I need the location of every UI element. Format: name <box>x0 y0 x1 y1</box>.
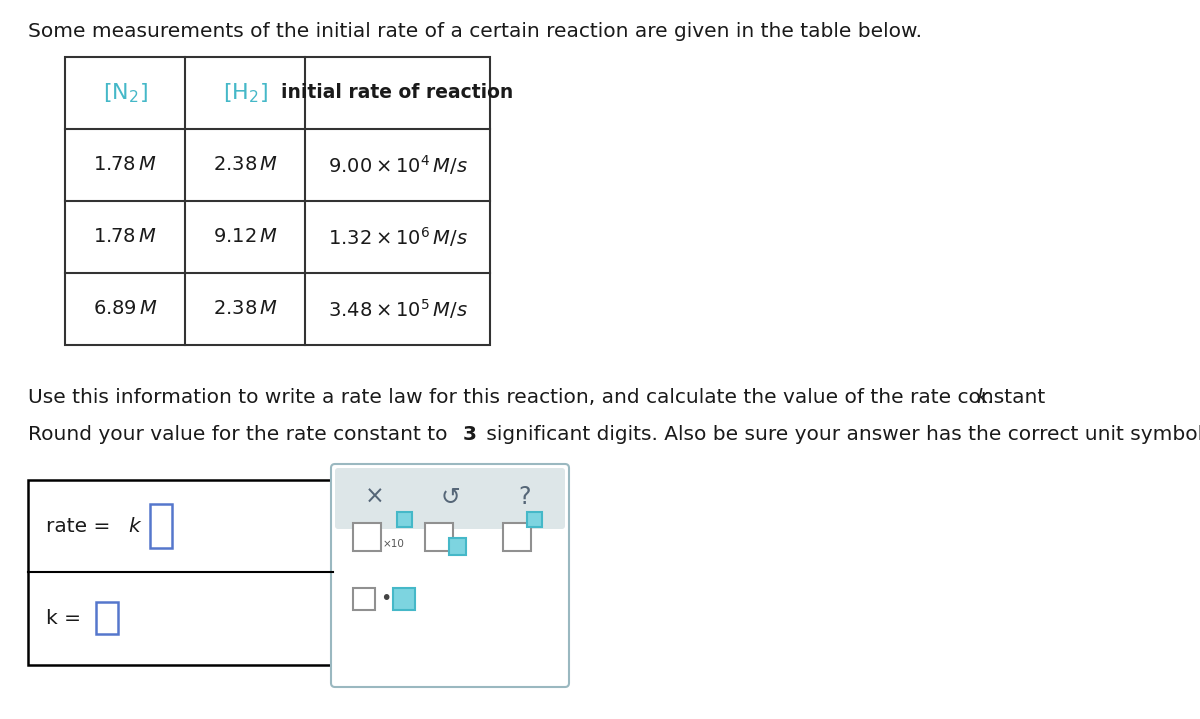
Text: rate =: rate = <box>46 516 116 536</box>
Text: $1.32\times10^{6}\,\mathit{M/s}$: $1.32\times10^{6}\,\mathit{M/s}$ <box>328 225 468 249</box>
Text: $\mathit{1.78\,M}$: $\mathit{1.78\,M}$ <box>94 155 157 175</box>
Bar <box>353 588 374 610</box>
Text: $\mathit{6.89\,M}$: $\mathit{6.89\,M}$ <box>92 300 157 319</box>
Bar <box>353 523 382 551</box>
Text: $k$: $k$ <box>128 516 143 536</box>
Bar <box>449 538 466 555</box>
Text: $\mathit{1.78\,M}$: $\mathit{1.78\,M}$ <box>94 227 157 247</box>
Bar <box>397 512 412 527</box>
Text: $k$.: $k$. <box>976 388 994 407</box>
Text: ↺: ↺ <box>440 485 460 509</box>
Bar <box>425 523 454 551</box>
Bar <box>28 480 334 665</box>
FancyBboxPatch shape <box>331 464 569 687</box>
FancyBboxPatch shape <box>335 468 565 529</box>
Text: $\mathit{2.38\,M}$: $\mathit{2.38\,M}$ <box>212 155 277 175</box>
Text: ?: ? <box>518 485 532 509</box>
Bar <box>150 504 172 548</box>
Text: ×: × <box>365 485 385 509</box>
Text: •: • <box>380 590 391 608</box>
Text: Use this information to write a rate law for this reaction, and calculate the va: Use this information to write a rate law… <box>28 388 1051 407</box>
Text: $9.00\times10^{4}\,\mathit{M/s}$: $9.00\times10^{4}\,\mathit{M/s}$ <box>328 153 468 177</box>
Bar <box>65 57 490 345</box>
Text: $\left[\mathrm{N_2}\right]$: $\left[\mathrm{N_2}\right]$ <box>103 81 148 105</box>
Text: $\mathit{2.38\,M}$: $\mathit{2.38\,M}$ <box>212 300 277 319</box>
Text: $\left[\mathrm{H_2}\right]$: $\left[\mathrm{H_2}\right]$ <box>222 81 268 105</box>
Bar <box>96 602 118 634</box>
Bar <box>527 512 542 527</box>
Text: 3: 3 <box>463 425 478 444</box>
Bar <box>503 523 530 551</box>
Text: Some measurements of the initial rate of a certain reaction are given in the tab: Some measurements of the initial rate of… <box>28 22 922 41</box>
Text: $3.48\times10^{5}\,\mathit{M/s}$: $3.48\times10^{5}\,\mathit{M/s}$ <box>328 297 468 321</box>
Text: k =: k = <box>46 608 88 628</box>
Text: initial rate of reaction: initial rate of reaction <box>281 83 514 103</box>
Text: ×10: ×10 <box>383 539 404 549</box>
Text: Round your value for the rate constant to: Round your value for the rate constant t… <box>28 425 454 444</box>
Text: significant digits. Also be sure your answer has the correct unit symbol.: significant digits. Also be sure your an… <box>480 425 1200 444</box>
Bar <box>394 588 415 610</box>
Text: $\mathit{9.12\,M}$: $\mathit{9.12\,M}$ <box>212 227 277 247</box>
